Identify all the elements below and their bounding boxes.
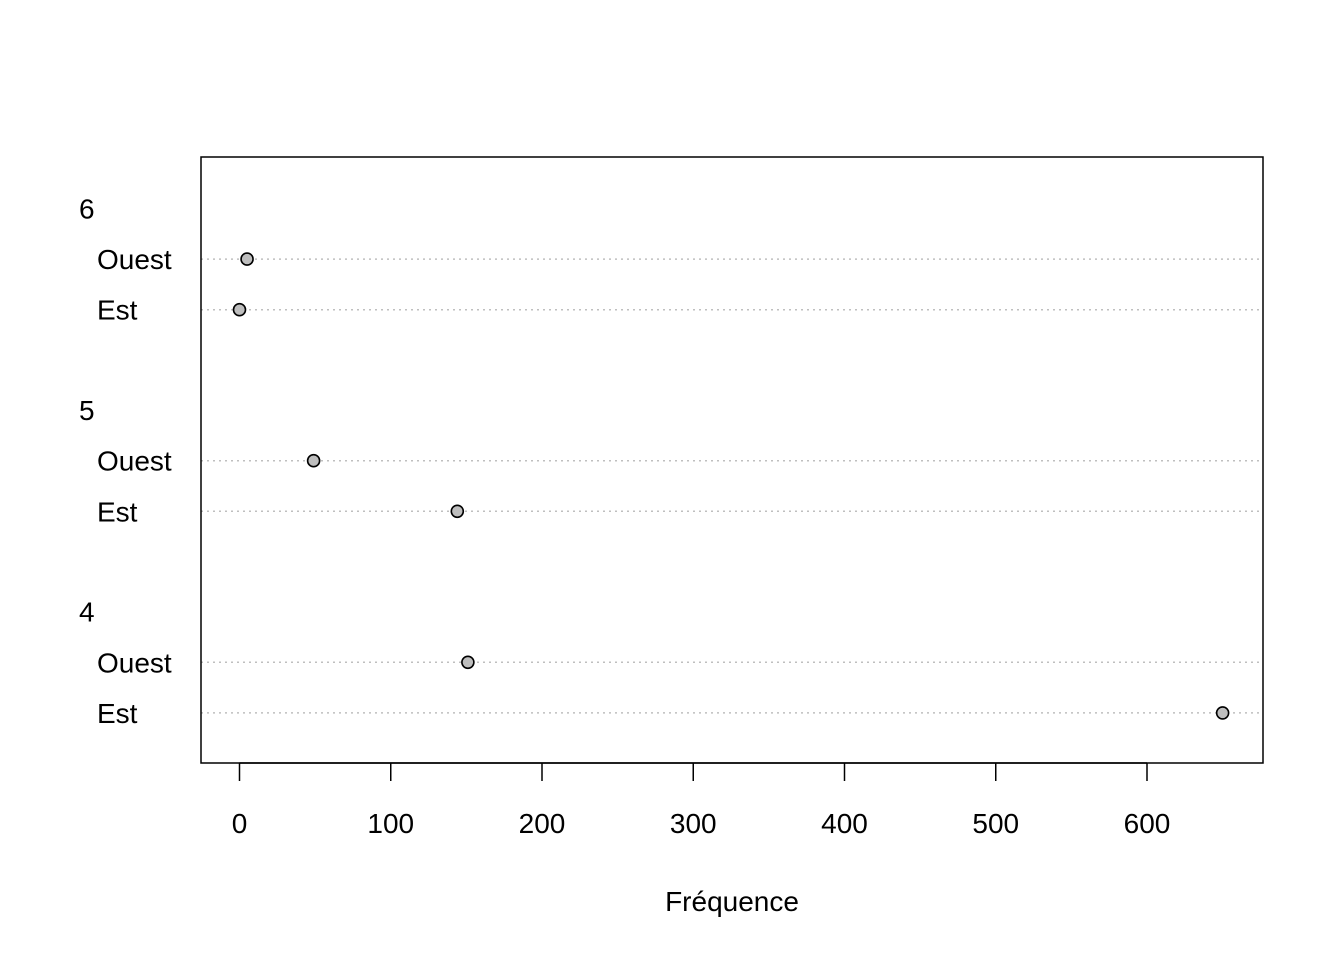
group-label: 5 <box>79 395 95 426</box>
row-label: Est <box>97 496 138 527</box>
guide-lines <box>201 258 1263 714</box>
group-label: 6 <box>79 194 95 225</box>
row-label: Ouest <box>97 446 172 477</box>
x-axis: 0 100 200 300 400 500 600 <box>232 762 1171 839</box>
group-label: 4 <box>79 597 95 628</box>
data-point <box>450 504 465 519</box>
x-tick-label: 600 <box>1124 808 1171 839</box>
row-label: Est <box>97 698 138 729</box>
plot-frame <box>200 156 1264 764</box>
x-tick-label: 400 <box>821 808 868 839</box>
data-point <box>461 655 475 670</box>
data-points <box>232 252 1230 720</box>
x-axis-label: Fréquence <box>665 886 799 917</box>
x-tick-label: 100 <box>367 808 414 839</box>
x-tick-label: 500 <box>972 808 1019 839</box>
row-label: Ouest <box>97 244 172 275</box>
x-tick-label: 0 <box>232 808 248 839</box>
data-point <box>232 302 247 317</box>
x-tick-label: 200 <box>519 808 566 839</box>
row-label: Ouest <box>97 647 172 678</box>
row-label: Est <box>97 295 138 326</box>
data-point <box>306 453 321 468</box>
data-point <box>240 252 254 266</box>
data-point <box>1215 706 1230 720</box>
x-tick-label: 300 <box>670 808 717 839</box>
